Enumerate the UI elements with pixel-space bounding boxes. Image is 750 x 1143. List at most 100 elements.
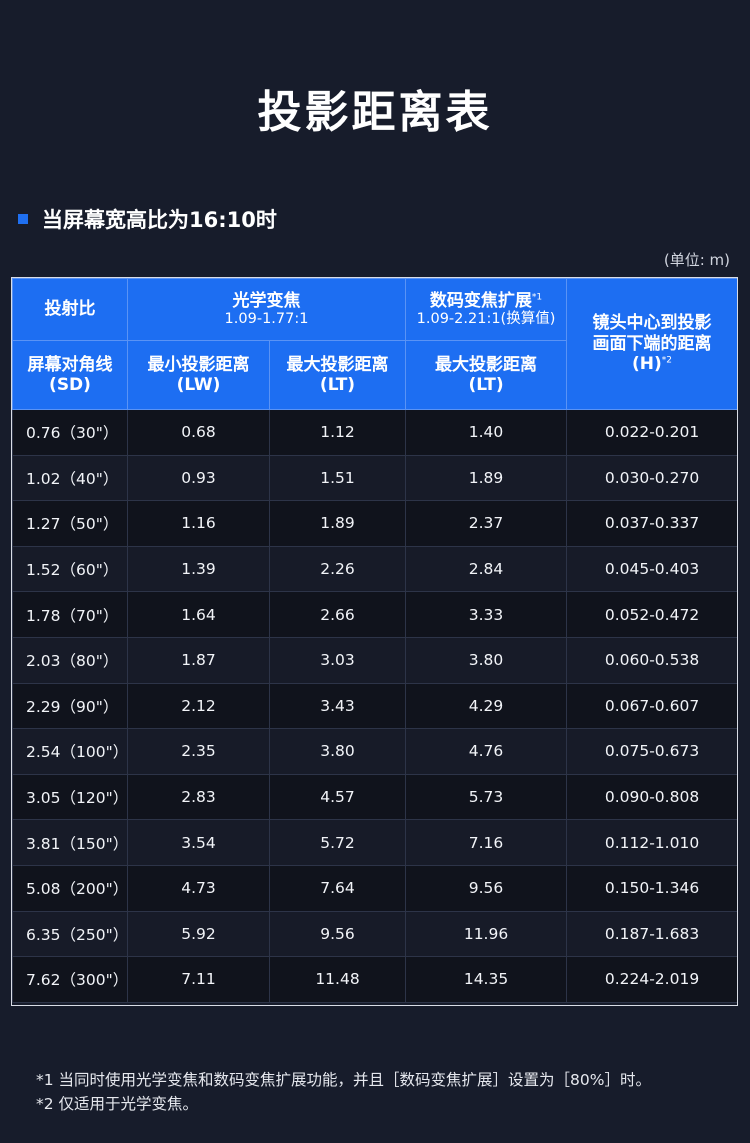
- max-dist-line1: 最大投影距离: [286, 354, 389, 375]
- cell-lt: 1.12: [268, 409, 407, 456]
- max-dist-line2: (LT): [319, 375, 356, 395]
- cell-dlt: 9.56: [405, 864, 568, 912]
- cell-dlt: 1.89: [405, 454, 568, 502]
- header-optical-zoom: 光学变焦 1.09-1.77:1: [126, 278, 407, 341]
- diag-line1: 屏幕对角线: [27, 354, 113, 375]
- optical-zoom-range: 1.09-1.77:1: [224, 311, 309, 327]
- cell-sd: 1.02（40"）: [12, 454, 128, 502]
- digital-zoom-range: 1.09-2.21:1(换算值): [416, 311, 556, 327]
- cell-sd: 1.52（60"）: [12, 545, 128, 593]
- table-row: 1.78（70"） 1.64 2.66 3.33 0.052-0.472: [12, 591, 737, 638]
- cell-h: 0.187-1.683: [566, 910, 737, 958]
- cell-lt: 9.56: [268, 910, 407, 958]
- unit-note: (单位: m): [663, 251, 730, 269]
- header-min-distance: 最小投影距离 (LW): [127, 340, 270, 410]
- table-row: 0.76（30"） 0.68 1.12 1.40 0.022-0.201: [12, 409, 737, 456]
- cell-lt: 3.43: [268, 682, 407, 730]
- cell-h: 0.052-0.472: [566, 591, 737, 638]
- cell-h: 0.112-1.010: [566, 819, 737, 866]
- cell-lw: 1.39: [127, 545, 270, 593]
- projection-distance-table: 投射比 光学变焦 1.09-1.77:1 数码变焦扩展*1 1.09-2.21:…: [11, 277, 738, 1006]
- cell-h: 0.090-0.808: [566, 773, 737, 821]
- page-title: 投影距离表: [257, 87, 493, 138]
- cell-sd: 2.03（80"）: [12, 636, 128, 684]
- cell-lt: 3.80: [268, 728, 407, 775]
- min-dist-line2: (LW): [176, 375, 221, 395]
- cell-lw: 2.12: [127, 682, 270, 730]
- cell-lt: 2.66: [268, 591, 407, 638]
- header-max-distance: 最大投影距离 (LT): [268, 340, 407, 410]
- cell-lt: 11.48: [268, 956, 407, 1003]
- cell-dlt: 14.35: [405, 956, 568, 1003]
- cell-dlt: 5.73: [405, 773, 568, 821]
- table-row: 3.05（120"） 2.83 4.57 5.73 0.090-0.808: [12, 773, 737, 821]
- dmax-dist-line1: 最大投影距离: [435, 354, 538, 375]
- cell-sd: 3.81（150"）: [12, 819, 128, 866]
- digital-zoom-footnote-mark: *1: [531, 291, 543, 302]
- cell-lt: 4.57: [268, 773, 407, 821]
- cell-lt: 1.51: [268, 454, 407, 502]
- header-lens-height: 镜头中心到投影 画面下端的距离 (H)*2: [566, 278, 737, 410]
- cell-lw: 3.54: [127, 819, 270, 866]
- header-row-2: 屏幕对角线 (SD) 最小投影距离 (LW) 最大投影距离 (LT) 最大投影距…: [12, 340, 738, 410]
- section-heading: 当屏幕宽高比为16:10时: [18, 204, 277, 234]
- table-row: 7.62（300"） 7.11 11.48 14.35 0.224-2.019: [12, 956, 737, 1003]
- cell-sd: 2.29（90"）: [12, 682, 128, 730]
- lens-height-line3: (H): [632, 354, 662, 375]
- cell-h: 0.037-0.337: [566, 500, 737, 547]
- digital-zoom-label: 数码变焦扩展: [429, 290, 532, 311]
- cell-lt: 5.72: [268, 819, 407, 866]
- cell-sd: 1.78（70"）: [12, 591, 128, 638]
- cell-lt: 2.26: [268, 545, 407, 593]
- cell-lw: 4.73: [127, 864, 270, 912]
- optical-zoom-label: 光学变焦: [232, 290, 301, 311]
- cell-lw: 1.87: [127, 636, 270, 684]
- cell-lt: 1.89: [268, 500, 407, 547]
- cell-lw: 7.11: [127, 956, 270, 1003]
- cell-sd: 6.35（250"）: [12, 910, 128, 958]
- cell-h: 0.022-0.201: [566, 409, 737, 456]
- cell-h: 0.224-2.019: [566, 956, 737, 1003]
- cell-dlt: 4.29: [405, 682, 568, 730]
- cell-lw: 2.35: [127, 728, 270, 775]
- cell-sd: 2.54（100"）: [12, 728, 128, 775]
- header-throw-ratio: 投射比: [12, 278, 128, 341]
- header-screen-diagonal: 屏幕对角线 (SD): [12, 340, 128, 410]
- footnotes: *1 当同时使用光学变焦和数码变焦扩展功能，并且［数码变焦扩展］设置为［80%］…: [36, 1068, 651, 1116]
- cell-dlt: 4.76: [405, 728, 568, 775]
- cell-lw: 1.16: [127, 500, 270, 547]
- cell-sd: 5.08（200"）: [12, 864, 128, 912]
- lens-height-line2: 画面下端的距离: [592, 333, 712, 354]
- header-digital-max-distance: 最大投影距离 (LT): [405, 340, 568, 410]
- cell-h: 0.067-0.607: [566, 682, 737, 730]
- cell-lw: 2.83: [127, 773, 270, 821]
- cell-sd: 7.62（300"）: [12, 956, 128, 1003]
- cell-lw: 5.92: [127, 910, 270, 958]
- table-row: 3.81（150"） 3.54 5.72 7.16 0.112-1.010: [12, 819, 737, 866]
- cell-h: 0.075-0.673: [566, 728, 737, 775]
- cell-h: 0.045-0.403: [566, 545, 737, 593]
- table-row: 2.29（90"） 2.12 3.43 4.29 0.067-0.607: [12, 682, 737, 730]
- cell-h: 0.030-0.270: [566, 454, 737, 502]
- table-row: 2.54（100"） 2.35 3.80 4.76 0.075-0.673: [12, 728, 737, 775]
- table-row: 1.52（60"） 1.39 2.26 2.84 0.045-0.403: [12, 545, 737, 593]
- dmax-dist-line2: (LT): [468, 375, 504, 395]
- table-row: 6.35（250"） 5.92 9.56 11.96 0.187-1.683: [12, 910, 737, 958]
- cell-dlt: 2.84: [405, 545, 568, 593]
- cell-dlt: 2.37: [405, 500, 568, 547]
- cell-sd: 0.76（30"）: [12, 409, 128, 456]
- cell-lw: 1.64: [127, 591, 270, 638]
- cell-dlt: 3.80: [405, 636, 568, 684]
- min-dist-line1: 最小投影距离: [147, 354, 250, 375]
- table-row: 1.02（40"） 0.93 1.51 1.89 0.030-0.270: [12, 454, 737, 502]
- square-bullet-icon: [18, 214, 28, 224]
- cell-lt: 3.03: [268, 636, 407, 684]
- table-row: 1.27（50"） 1.16 1.89 2.37 0.037-0.337: [12, 500, 737, 547]
- footnote-2: *2 仅适用于光学变焦。: [36, 1095, 199, 1113]
- diag-line2: (SD): [49, 375, 91, 395]
- table-row: 5.08（200"） 4.73 7.64 9.56 0.150-1.346: [12, 864, 737, 912]
- cell-sd: 3.05（120"）: [12, 773, 128, 821]
- cell-dlt: 1.40: [405, 409, 568, 456]
- section-heading-text: 当屏幕宽高比为16:10时: [42, 208, 277, 232]
- cell-lt: 7.64: [268, 864, 407, 912]
